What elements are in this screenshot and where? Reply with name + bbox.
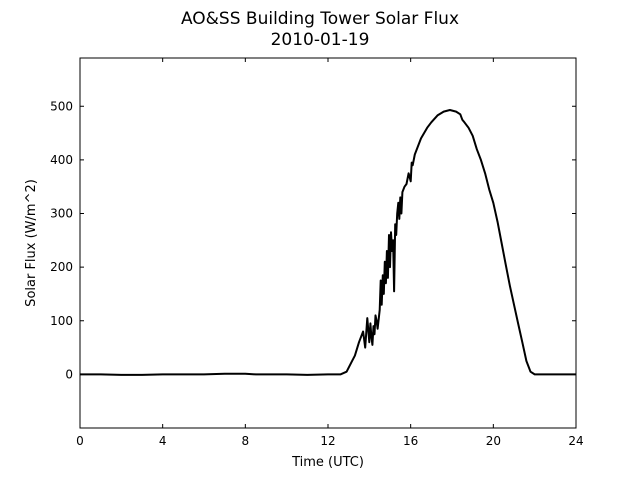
y-tick-label: 500 — [50, 99, 73, 113]
y-tick-label: 300 — [50, 207, 73, 221]
plot-frame — [79, 57, 577, 429]
x-tick-label: 20 — [486, 434, 501, 448]
y-tick-label: 0 — [65, 367, 73, 381]
chart-subtitle: 2010-01-19 — [271, 30, 370, 50]
x-tick-label: 24 — [568, 434, 583, 448]
y-axis-ticks: 0 100 200 300 400 500 — [50, 99, 576, 381]
x-tick-label: 4 — [159, 434, 167, 448]
y-tick-label: 200 — [50, 260, 73, 274]
solar-flux-line — [80, 109, 576, 376]
chart-title: AO&SS Building Tower Solar Flux — [181, 9, 459, 29]
y-axis-label: Solar Flux (W/m^2) — [24, 179, 39, 307]
plot-area: 0 4 8 12 16 20 24 0 100 200 300 400 500 — [50, 57, 584, 448]
x-tick-label: 16 — [403, 434, 418, 448]
x-axis-label: Time (UTC) — [291, 455, 364, 470]
x-tick-label: 0 — [76, 434, 84, 448]
y-tick-label: 100 — [50, 314, 73, 328]
x-tick-label: 12 — [320, 434, 335, 448]
x-axis-ticks: 0 4 8 12 16 20 24 — [76, 58, 584, 448]
x-tick-label: 8 — [242, 434, 250, 448]
y-tick-label: 400 — [50, 153, 73, 167]
